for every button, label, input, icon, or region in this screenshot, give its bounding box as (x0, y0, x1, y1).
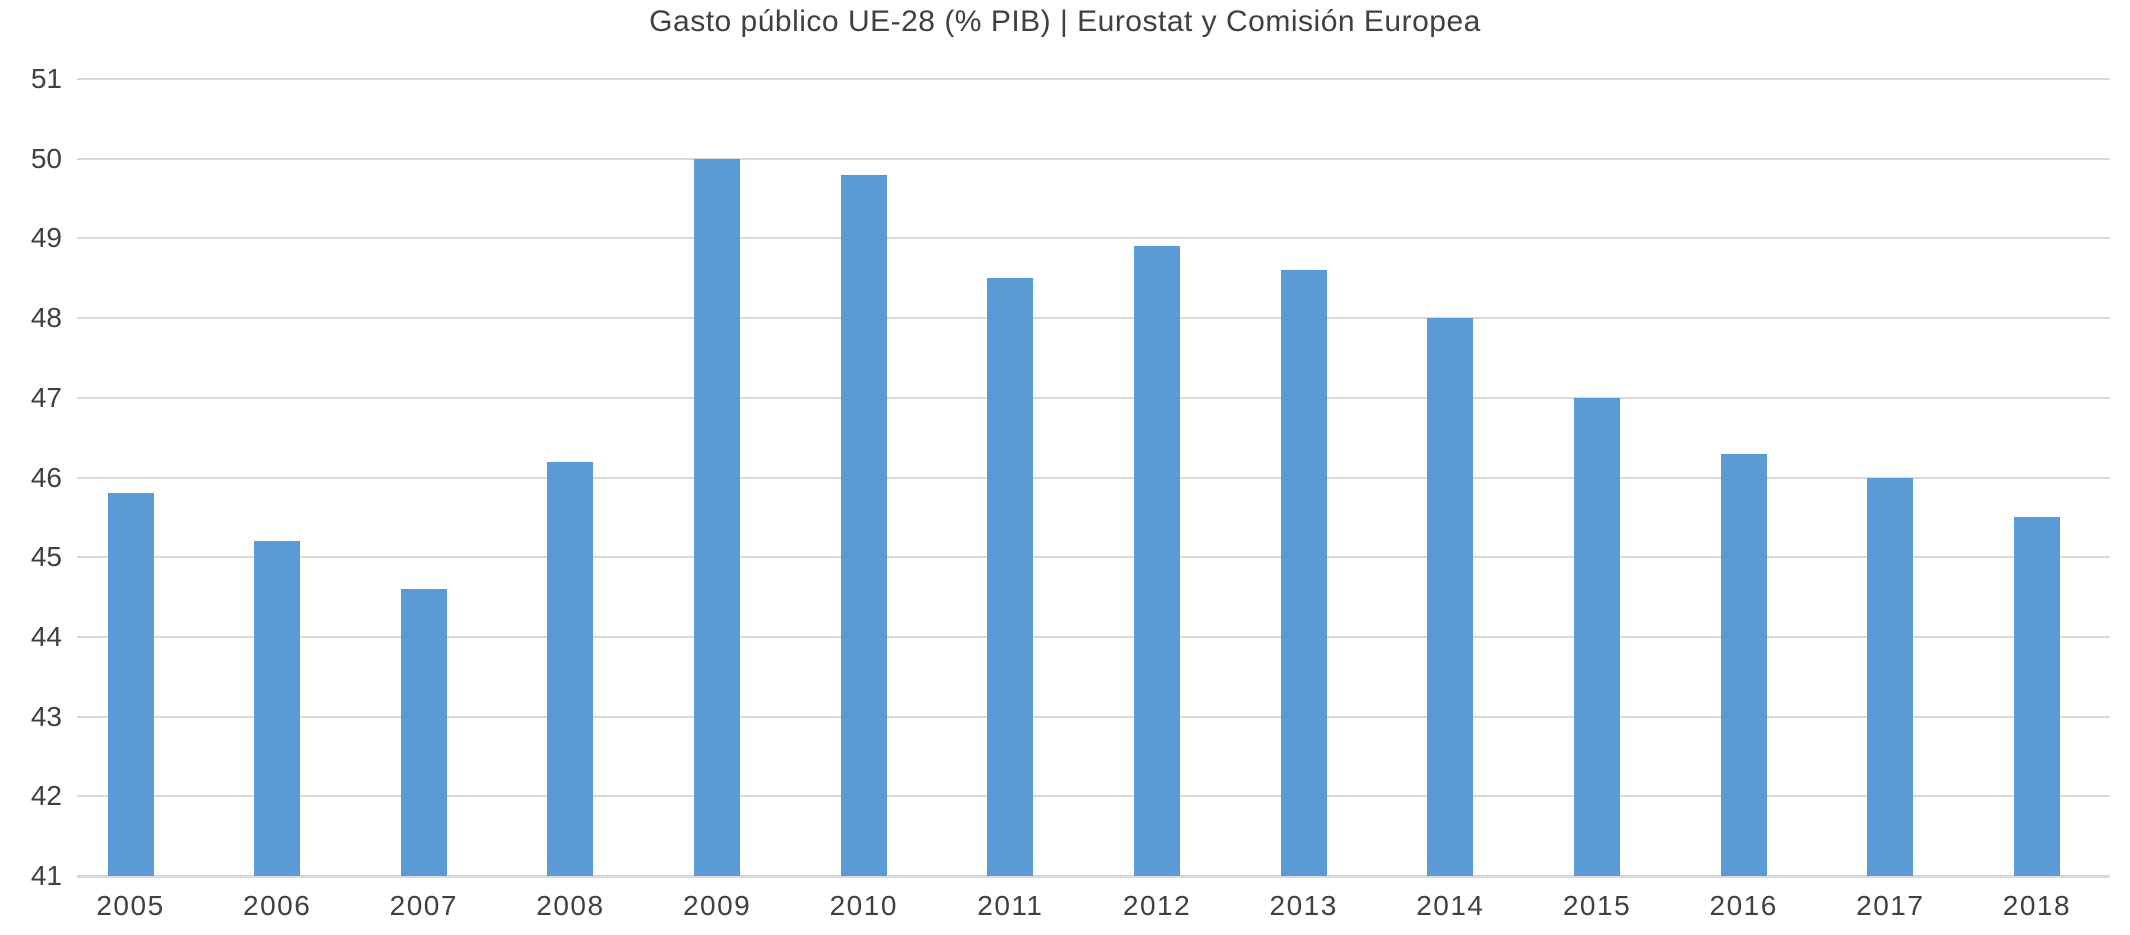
gridline-41 (77, 875, 2110, 878)
bar-2017 (1867, 477, 1914, 876)
gridline-49 (77, 237, 2110, 240)
gridline-46 (77, 476, 2110, 479)
y-tick-label-41: 41 (30, 860, 62, 891)
gridline-42 (77, 795, 2110, 798)
x-tick-label-2016: 2016 (1709, 890, 1778, 921)
y-tick-label-43: 43 (30, 700, 62, 732)
x-tick-label-2009: 2009 (682, 890, 752, 921)
bar-2009 (694, 158, 741, 876)
gridline-43 (77, 715, 2110, 718)
bar-2016 (1720, 453, 1767, 876)
gridline-44 (77, 635, 2110, 638)
chart-title: Gasto público UE-28 (% PIB) | Eurostat y… (649, 5, 1481, 38)
x-tick-label-2017: 2017 (1856, 890, 1925, 921)
x-tick-label-2008: 2008 (536, 890, 605, 921)
y-tick-label-46: 46 (30, 461, 62, 493)
x-tick-label-2011: 2011 (977, 890, 1044, 921)
bar-2006 (254, 541, 301, 876)
bar-2010 (840, 174, 887, 876)
y-tick-label-44: 44 (30, 620, 62, 652)
bar-2007 (400, 589, 447, 876)
gridline-48 (77, 317, 2110, 320)
y-tick-label-48: 48 (30, 302, 62, 334)
bar-2013 (1280, 270, 1327, 876)
bar-2011 (987, 278, 1034, 876)
y-tick-label-49: 49 (30, 222, 62, 254)
x-tick-label-2010: 2010 (829, 890, 898, 921)
gridline-45 (77, 556, 2110, 559)
x-tick-label-2014: 2014 (1416, 890, 1485, 921)
y-tick-label-45: 45 (30, 541, 62, 573)
y-tick-label-47: 47 (30, 381, 62, 413)
x-tick-label-2007: 2007 (389, 890, 458, 921)
y-tick-label-50: 50 (30, 142, 62, 174)
x-tick-label-2013: 2013 (1269, 890, 1338, 921)
gridline-51 (77, 78, 2110, 80)
bar-2018 (2013, 517, 2060, 876)
gridline-50 (77, 157, 2110, 160)
bar-2012 (1134, 246, 1181, 876)
y-tick-label-42: 42 (30, 780, 62, 812)
x-tick-label-2012: 2012 (1122, 890, 1192, 921)
x-tick-label-2006: 2006 (242, 890, 312, 921)
x-tick-label-2018: 2018 (2002, 890, 2072, 921)
bar-2015 (1574, 397, 1620, 876)
bar-2005 (107, 493, 154, 876)
x-tick-label-2015: 2015 (1562, 890, 1632, 921)
bar-2014 (1427, 318, 1474, 876)
y-tick-label-51: 51 (30, 63, 62, 94)
bar-2008 (547, 461, 594, 876)
gridline-47 (77, 396, 2110, 399)
x-tick-label-2005: 2005 (96, 890, 165, 921)
